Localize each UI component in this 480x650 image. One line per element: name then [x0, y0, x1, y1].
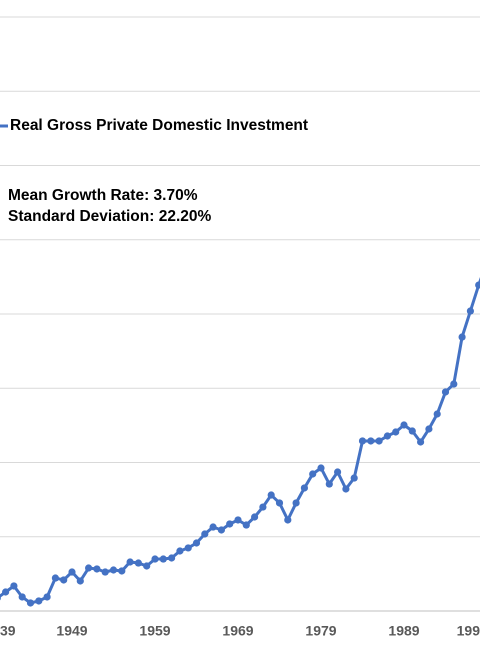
data-point — [68, 568, 76, 576]
data-point — [217, 526, 225, 534]
data-point — [18, 593, 26, 601]
data-point — [342, 485, 350, 493]
data-point — [234, 516, 242, 524]
data-point — [367, 437, 375, 445]
data-point — [433, 410, 441, 418]
data-point — [275, 499, 284, 507]
data-point — [425, 425, 433, 433]
data-point — [43, 593, 51, 601]
data-point — [159, 555, 167, 563]
annotation: Standard Deviation: 22.20% — [8, 208, 212, 225]
data-point — [35, 597, 43, 605]
data-point — [109, 566, 118, 574]
data-point — [151, 555, 159, 563]
data-point — [441, 388, 450, 396]
data-point — [408, 427, 416, 435]
data-point — [76, 577, 84, 585]
data-point — [168, 554, 176, 562]
data-point — [184, 544, 192, 552]
data-point — [392, 428, 400, 436]
data-point — [450, 380, 458, 388]
data-point — [350, 474, 358, 482]
data-point — [2, 588, 10, 596]
x-tick-label: 39 — [0, 623, 16, 639]
data-point — [242, 521, 250, 529]
data-point — [192, 539, 201, 547]
data-point — [383, 432, 391, 440]
data-point — [10, 582, 18, 590]
x-tick-label: 1959 — [139, 623, 170, 639]
data-point — [26, 599, 35, 607]
x-tick-label: 1949 — [56, 623, 87, 639]
data-point — [0, 595, 1, 601]
x-tick-label: 1969 — [222, 623, 253, 639]
series-line — [0, 277, 480, 605]
legend-label: Real Gross Private Domestic Investment — [10, 117, 308, 134]
data-point — [209, 523, 217, 531]
data-point — [251, 513, 259, 521]
data-point — [458, 333, 466, 341]
data-point — [334, 468, 342, 476]
data-point — [358, 437, 367, 445]
data-point — [466, 307, 474, 315]
data-point — [101, 568, 109, 576]
data-point — [325, 480, 333, 488]
data-point — [284, 516, 292, 524]
data-point — [134, 559, 142, 567]
data-point — [417, 438, 425, 446]
data-point — [300, 484, 308, 492]
data-point — [93, 565, 101, 573]
annotation: Mean Growth Rate: 3.70% — [8, 187, 198, 204]
x-tick-label: 199 — [457, 623, 480, 639]
x-tick-label: 1979 — [305, 623, 336, 639]
data-point — [60, 576, 68, 584]
data-point — [143, 562, 151, 570]
data-point — [259, 503, 267, 511]
data-point — [309, 470, 317, 478]
data-point — [176, 547, 184, 555]
data-point — [201, 530, 209, 538]
data-point — [317, 464, 325, 472]
data-point — [400, 421, 408, 429]
data-point — [267, 491, 275, 499]
x-tick-label: 1989 — [388, 623, 419, 639]
data-point — [118, 567, 126, 575]
data-point — [51, 574, 60, 582]
data-point — [85, 564, 93, 572]
data-point — [475, 281, 480, 289]
data-point — [226, 520, 234, 528]
data-point — [126, 558, 134, 566]
data-point — [292, 499, 300, 507]
data-point — [375, 437, 383, 445]
